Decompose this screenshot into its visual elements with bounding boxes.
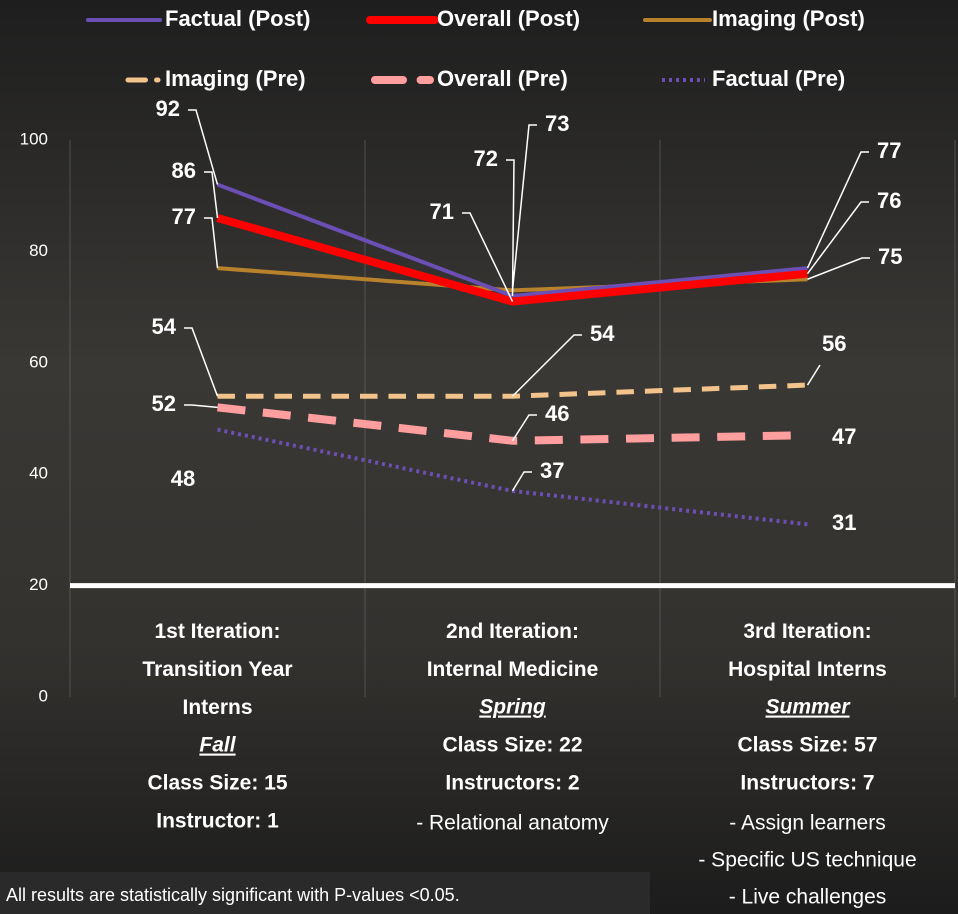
leader-line — [188, 109, 219, 185]
instructors: Instructors: 7 — [740, 772, 874, 795]
y-tick-label: 20 — [29, 575, 48, 594]
data-label: 48 — [171, 466, 195, 491]
note: - Specific US technique — [698, 849, 916, 872]
season: Spring — [479, 696, 546, 719]
data-label: 92 — [156, 96, 180, 121]
x-tick-label: 1st Iteration: Transition Year Interns — [142, 620, 292, 719]
legend-label: Factual (Post) — [165, 6, 310, 31]
series-line — [217, 403, 808, 445]
legend-label: Imaging (Pre) — [165, 66, 306, 91]
leader-line — [511, 471, 532, 492]
legend-label: Factual (Pre) — [712, 66, 845, 91]
leader-line — [184, 327, 219, 397]
leader-line — [511, 334, 582, 397]
data-label: 73 — [545, 111, 569, 136]
note: - Assign learners — [729, 812, 885, 835]
leader-line — [511, 124, 537, 291]
instructors: Instructor: 1 — [156, 810, 279, 833]
leader-line — [806, 201, 869, 275]
y-tick-label: 100 — [20, 129, 48, 148]
note: - Live challenges — [729, 886, 887, 909]
legend-label: Imaging (Post) — [712, 6, 865, 31]
leader-line — [806, 151, 869, 269]
leader-line — [184, 404, 218, 409]
footnote-box — [0, 872, 650, 914]
x-tick-label: 3rd Iteration: Hospital Interns — [728, 620, 887, 681]
note: - Relational anatomy — [416, 812, 609, 835]
class-size: Class Size: 22 — [442, 734, 582, 757]
instructors: Instructors: 2 — [445, 772, 579, 795]
data-label: 52 — [152, 391, 176, 416]
class-size: Class Size: 57 — [737, 734, 877, 757]
season: Summer — [765, 696, 851, 719]
leader-line — [506, 159, 515, 296]
leader-line — [806, 364, 821, 386]
y-tick-label: 60 — [29, 352, 48, 371]
class-size: Class Size: 15 — [147, 772, 287, 795]
data-label: 75 — [878, 244, 902, 269]
data-label: 71 — [430, 199, 454, 224]
data-label: 47 — [832, 424, 856, 449]
legend-label: Overall (Pre) — [437, 66, 568, 91]
leader-line — [204, 171, 219, 219]
data-label: 77 — [172, 204, 196, 229]
data-label: 54 — [590, 321, 615, 346]
y-tick-label: 40 — [29, 464, 48, 483]
data-label: 46 — [545, 401, 569, 426]
leader-line — [462, 212, 514, 302]
y-tick-label: 80 — [29, 241, 48, 260]
data-label: 86 — [172, 158, 196, 183]
data-label: 54 — [152, 314, 177, 339]
y-tick-label: 0 — [39, 686, 48, 705]
footnote: All results are statistically significan… — [6, 885, 460, 905]
leader-line — [807, 257, 870, 280]
data-label: 31 — [832, 510, 856, 535]
legend-label: Overall (Post) — [437, 6, 580, 31]
data-label: 37 — [540, 458, 564, 483]
data-label: 76 — [877, 188, 901, 213]
data-label: 56 — [822, 331, 846, 356]
data-label: 77 — [877, 138, 901, 163]
x-tick-label: 2nd Iteration: Internal Medicine — [427, 620, 599, 681]
data-label: 72 — [474, 146, 498, 171]
leader-line — [204, 217, 219, 269]
leader-line — [511, 414, 537, 442]
season: Fall — [199, 734, 236, 757]
